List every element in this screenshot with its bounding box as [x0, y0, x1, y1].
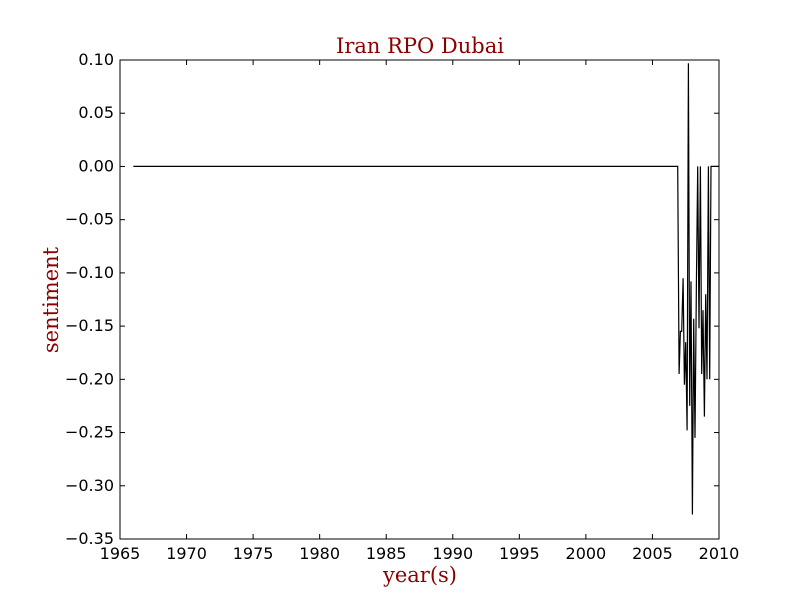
x-tick-label: 2000 [566, 544, 607, 563]
sentiment-series-line [133, 63, 719, 515]
y-tick-label: −0.30 [65, 476, 114, 495]
y-tick-label: −0.05 [65, 210, 114, 229]
y-tick-label: 0.05 [78, 103, 114, 122]
plot-area [120, 60, 719, 539]
x-tick-label: 1995 [499, 544, 540, 563]
x-tick-label: 2010 [699, 544, 740, 563]
x-tick-label: 1985 [366, 544, 407, 563]
plot-frame [119, 59, 720, 540]
y-axis-label: sentiment [39, 246, 63, 353]
y-tick-label: −0.15 [65, 316, 114, 335]
y-tick-label: −0.20 [65, 369, 114, 388]
chart-title: Iran RPO Dubai [336, 34, 504, 58]
y-tick-label: 0.10 [78, 50, 114, 69]
x-axis-label: year(s) [382, 563, 457, 587]
x-tick-label: 2005 [632, 544, 673, 563]
x-tick-label: 1980 [299, 544, 340, 563]
y-tick-label: −0.35 [65, 529, 114, 548]
x-tick-label: 1970 [166, 544, 207, 563]
x-tick-label: 1990 [432, 544, 473, 563]
y-tick-label: 0.00 [78, 156, 114, 175]
y-tick-label: −0.10 [65, 263, 114, 282]
x-tick-label: 1975 [233, 544, 274, 563]
x-tick-label: 1965 [100, 544, 141, 563]
y-axis-ticks: 0.10 0.05 0.00 −0.05 −0.10 −0.15 −0.20 −0.25 −0.… [65, 50, 719, 548]
x-axis-ticks: 1965 1970 1975 1980 1985 1990 1995 2000 2005 2010 [100, 60, 740, 563]
y-tick-label: −0.25 [65, 423, 114, 442]
